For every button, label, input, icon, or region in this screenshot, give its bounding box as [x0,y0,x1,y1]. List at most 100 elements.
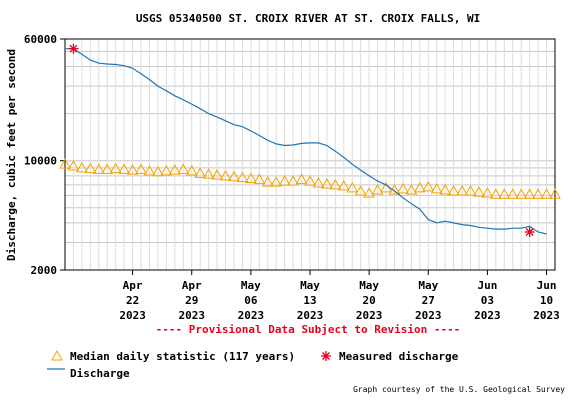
x-tick-label: 2023 [415,309,442,322]
median-point [312,176,325,188]
x-tick-label: Jun [537,279,557,292]
x-tick-label: 2023 [533,309,560,322]
median-point [321,177,333,189]
median-point [422,180,435,192]
x-tick-label: May [359,279,379,292]
gridlines [65,39,555,270]
credit-text: Graph courtesy of the U.S. Geological Su… [353,385,565,394]
median-point [287,175,299,186]
median-point [515,188,528,199]
y-axis-ticks: 2000 10000 60000 [24,33,65,277]
x-tick-label: 29 [185,294,198,307]
median-point [506,188,519,199]
median-point [295,173,308,184]
median-point [346,181,359,193]
x-tick-label: 03 [481,294,494,307]
median-point [456,184,468,196]
median-point [84,162,97,174]
median-point [101,163,114,174]
x-tick-label: May [300,279,320,292]
median-point [405,183,418,195]
median-point [523,188,536,199]
median-point [143,164,156,176]
median-point [278,175,291,186]
median-point [228,170,240,182]
measured-series [68,43,535,237]
median-point [540,188,553,199]
legend-star-mark [321,351,331,361]
median-point [92,163,105,174]
star-stroke [322,352,330,360]
y-tick-label: 2000 [31,264,58,277]
x-tick-label: 13 [303,294,316,307]
median-point [245,172,257,183]
median-point [397,182,409,194]
x-tick-label: 06 [244,294,258,307]
median-point [261,176,274,187]
median-point [464,184,477,196]
median-point [329,178,342,190]
median-point [67,159,80,171]
provisional-notice: ---- Provisional Data Subject to Revisio… [156,323,461,336]
x-tick-label: 20 [363,294,376,307]
x-tick-label: 22 [126,294,139,307]
median-point [202,168,215,179]
legend-measured-label: Measured discharge [339,350,459,363]
discharge-series [65,48,547,235]
legend-triangle-icon [51,349,63,361]
median-point [490,188,502,199]
median-point [177,163,190,174]
legend-median-label: Median daily statistic (117 years) [70,350,295,363]
x-tick-label: Jun [477,279,497,292]
y-tick-label: 10000 [24,155,57,168]
median-point [337,179,350,191]
median-series [59,158,561,199]
median-point [270,176,283,187]
x-tick-label: 10 [540,294,553,307]
median-point [481,187,494,198]
x-tick-label: 2023 [474,309,501,322]
median-point [371,183,384,195]
median-point [439,183,452,195]
median-point [236,171,249,183]
median-point [253,173,266,184]
median-point [185,164,198,176]
measured-point [524,226,535,237]
median-point [219,169,232,181]
x-tick-label: 2023 [297,309,324,322]
median-point [76,161,88,173]
median-point [135,163,147,174]
median-point [211,168,223,180]
median-point [413,181,426,193]
median-point [354,184,367,196]
x-axis-ticks: Apr 22 2023 Apr 29 2023 May 06 2023 May 13 2023 May 2… [119,270,560,322]
median-point [118,163,130,174]
median-point [59,158,71,169]
x-tick-label: Apr [182,279,202,292]
median-point [363,187,375,198]
chart-title: USGS 05340500 ST. CROIX RIVER AT ST. CRO… [136,12,480,25]
x-tick-label: 2023 [238,309,265,322]
median-point [304,175,316,186]
median-point [109,162,122,174]
median-point [160,164,173,176]
x-tick-label: 2023 [356,309,383,322]
median-point [194,167,207,178]
discharge-line [65,48,547,235]
x-tick-label: May [241,279,261,292]
star-stroke [525,228,534,236]
median-point [152,165,164,177]
x-tick-label: 2023 [178,309,205,322]
y-axis-label: Discharge, cubic feet per second [5,49,18,261]
x-tick-label: Apr [123,279,143,292]
legend-discharge-label: Discharge [70,367,130,380]
median-point [549,188,561,199]
star-stroke [69,44,78,53]
legend: Median daily statistic (117 years) Measu… [47,349,459,380]
legend-star-icon [321,351,331,361]
x-tick-label: 27 [422,294,435,307]
x-tick-label: 2023 [119,309,146,322]
x-tick-label: May [418,279,438,292]
